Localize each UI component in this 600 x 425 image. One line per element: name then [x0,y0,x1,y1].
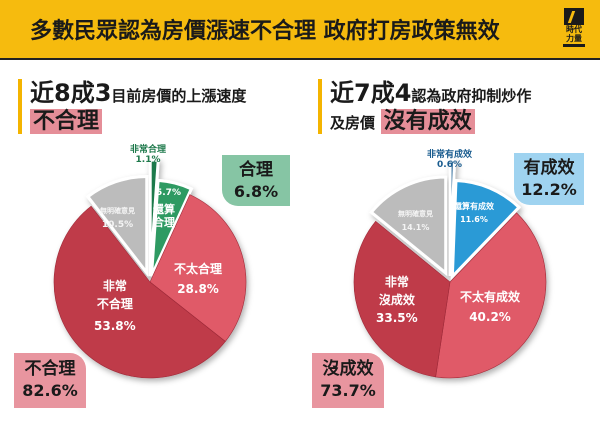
label-name: 無明確意見 [398,210,433,218]
right-headline-prefix: 及房價 [330,114,376,132]
left-headline-number: 近8成3 [30,79,112,107]
label-value: 28.8% [177,282,219,296]
summary-label: 不合理 [24,359,76,379]
pie-slice [85,175,149,277]
pie-slice [448,158,457,277]
page-title: 多數民眾認為房價漲速不合理 政府打房政策無效 [30,19,500,44]
summary-value: 6.8% [233,182,279,201]
logo-mark-icon [564,8,584,25]
label-no-opinion-right: 無明確意見 14.1% [398,208,433,234]
label-value: 40.2% [469,310,511,324]
summary-label: 沒成效 [322,359,374,379]
left-headline-text: 目前房價的上漲速度 [111,87,247,105]
label-name: 非常合理 [130,145,167,155]
label-very-reasonable: 非常合理 1.1% [130,145,166,165]
label-name: 不太有成效 [460,290,521,304]
pie-slice [450,178,522,281]
label-not-very-reasonable: 不太合理 28.8% [174,259,222,299]
label-name-1: 還算 [153,203,175,216]
label-value: 0.6% [437,160,462,170]
pie-slice [149,178,194,277]
label-very-unreasonable: 非常 不合理 53.8% [94,277,136,335]
summary-box-ineffective: 沒成效 73.7% [312,353,384,408]
right-headline-text: 認為政府抑制炒作 [411,87,532,105]
summary-label: 有成效 [523,158,575,178]
summary-label: 合理 [239,160,273,180]
label-very-effective: 非常有成效 0.6% [427,150,472,170]
pie-slice [435,212,547,379]
pie-slice [149,194,247,342]
label-name-2: 合理 [153,216,175,229]
summary-box-reasonable: 合理 6.8% [222,155,290,206]
left-headline: 近8成3目前房價的上漲速度 不合理 [18,79,246,134]
label-value: 11.6% [460,215,488,224]
logo-text-1: 時代 [566,25,582,34]
label-value: 14.1% [401,223,430,232]
label-fairly-reasonable: 還算 合理 [153,203,175,229]
pie-slice [53,205,226,379]
label-fairly-effective: 還算有成效 11.6% [454,200,494,226]
label-fairly-reasonable-value: 5.7% [156,188,181,198]
right-headline-highlight: 沒有成效 [380,109,475,134]
label-name: 不太合理 [174,262,223,276]
label-no-opinion-left: 無明確意見 10.5% [100,204,135,232]
logo-text-2: 力量 [566,34,582,43]
summary-box-unreasonable: 不合理 82.6% [14,353,86,408]
left-pie-chart [53,158,247,379]
right-pie-chart [353,158,547,379]
summary-value: 12.2% [521,180,577,199]
label-name: 非常有成效 [427,150,473,160]
right-headline-number: 近7成4 [330,79,412,107]
label-value: 33.5% [376,311,418,325]
pie-slice [369,175,448,277]
pie-slice [353,220,451,378]
summary-value: 73.7% [320,381,376,400]
label-value: 1.1% [135,155,161,165]
label-value: 53.8% [94,319,136,333]
right-headline: 近7成4認為政府抑制炒作 及房價 沒有成效 [318,79,531,134]
label-not-very-effective: 不太有成效 40.2% [460,287,520,327]
label-name-2: 沒成效 [378,293,415,307]
label-value: 10.5% [101,220,134,230]
label-name: 還算有成效 [454,202,494,211]
label-name-1: 非常 [384,275,409,289]
summary-box-effective: 有成效 12.2% [514,153,584,205]
label-very-ineffective: 非常 沒成效 33.5% [376,273,418,327]
label-name-2: 不合理 [96,297,133,311]
left-headline-highlight: 不合理 [30,109,103,134]
summary-value: 82.6% [22,381,78,400]
label-name-1: 非常 [102,279,127,293]
label-name: 無明確意見 [100,207,135,215]
logo-underline [563,44,585,47]
new-power-party-logo-icon: 時代 力量 [563,8,585,52]
header-banner: 多數民眾認為房價漲速不合理 政府打房政策無效 時代 力量 [0,0,600,60]
